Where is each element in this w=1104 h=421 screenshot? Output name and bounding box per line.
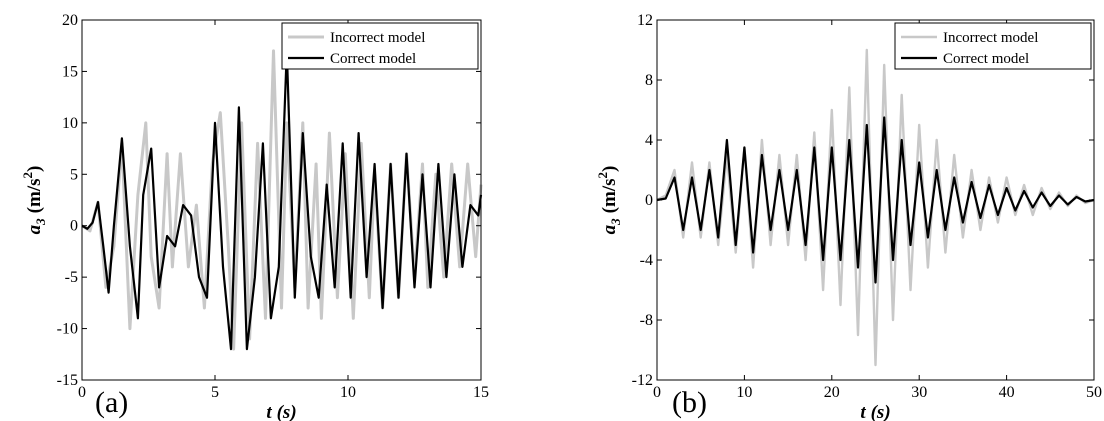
x-tick-label: 10 bbox=[736, 384, 752, 401]
y-tick-label: -15 bbox=[57, 372, 78, 389]
y-axis-variable: a bbox=[24, 224, 45, 234]
y-axis-label: a3 (m/s2) bbox=[595, 166, 623, 235]
y-tick-label: 4 bbox=[645, 132, 653, 149]
chart-panel-1: 0 10 20 30 40 50 -12 -8 -4 0 4 8 12 t (s) a3 (m/s2) Incor… bbox=[595, 12, 1102, 421]
y-tick-label: 20 bbox=[62, 12, 78, 29]
legend-label: Incorrect model bbox=[330, 30, 425, 46]
x-axis-unit: (s) bbox=[871, 402, 891, 421]
y-tick-label: 12 bbox=[637, 12, 653, 29]
legend: Incorrect model Correct model bbox=[894, 22, 1092, 70]
x-axis-label: t (s) bbox=[860, 402, 890, 421]
y-axis-unit-close: ) bbox=[599, 166, 620, 172]
y-axis-subscript: 3 bbox=[33, 218, 48, 226]
x-axis-variable: t bbox=[860, 402, 866, 421]
x-tick-label: 15 bbox=[473, 384, 489, 401]
x-axis-variable: t bbox=[266, 402, 272, 421]
y-axis-unit: (m/s bbox=[24, 179, 45, 214]
chart-panel-0: 0 5 10 15 -15 -10 -5 0 5 10 15 20 t (s) a3 (m/s2) Incorr… bbox=[20, 12, 489, 421]
x-tick-label: 0 bbox=[78, 384, 86, 401]
x-tick-label: 50 bbox=[1086, 384, 1102, 401]
legend: Incorrect model Correct model bbox=[281, 22, 479, 70]
y-tick-label: -5 bbox=[65, 269, 78, 286]
legend-label: Correct model bbox=[943, 51, 1029, 67]
y-tick-label: 0 bbox=[645, 192, 653, 209]
panel-label: (b) bbox=[672, 386, 707, 419]
panel-label: (a) bbox=[95, 386, 128, 419]
x-tick-label: 0 bbox=[653, 384, 661, 401]
legend-label: Correct model bbox=[330, 51, 416, 67]
legend-box bbox=[894, 22, 1092, 70]
x-tick-label: 10 bbox=[340, 384, 356, 401]
y-axis-unit-superscript: 2 bbox=[20, 172, 35, 179]
series-line-incorrect-model bbox=[656, 48, 1095, 367]
y-tick-label: 15 bbox=[62, 63, 78, 80]
y-tick-label: -8 bbox=[640, 312, 653, 329]
series-line-correct-model bbox=[656, 116, 1095, 284]
x-tick-label: 40 bbox=[999, 384, 1015, 401]
y-axis-unit-superscript: 2 bbox=[595, 172, 610, 179]
x-tick-label: 20 bbox=[824, 384, 840, 401]
x-axis-label: t (s) bbox=[266, 402, 296, 421]
legend-box bbox=[281, 22, 479, 70]
y-tick-label: 0 bbox=[70, 218, 78, 235]
series-line-correct-model bbox=[81, 49, 483, 351]
y-axis-unit: (m/s bbox=[599, 179, 620, 214]
y-tick-label: -4 bbox=[640, 252, 653, 269]
y-tick-label: 10 bbox=[62, 115, 78, 132]
y-axis-variable: a bbox=[599, 224, 620, 234]
y-tick-label: -12 bbox=[632, 372, 653, 389]
y-axis-unit-close: ) bbox=[24, 166, 45, 172]
y-axis-subscript: 3 bbox=[608, 218, 623, 226]
y-tick-label: 5 bbox=[70, 166, 78, 183]
x-axis-unit: (s) bbox=[277, 402, 297, 421]
x-tick-label: 5 bbox=[211, 384, 219, 401]
y-tick-label: 8 bbox=[645, 72, 653, 89]
y-tick-label: -10 bbox=[57, 321, 78, 338]
plot-frame bbox=[81, 19, 482, 381]
legend-label: Incorrect model bbox=[943, 30, 1038, 46]
y-axis-label: a3 (m/s2) bbox=[20, 166, 48, 235]
x-tick-label: 30 bbox=[911, 384, 927, 401]
